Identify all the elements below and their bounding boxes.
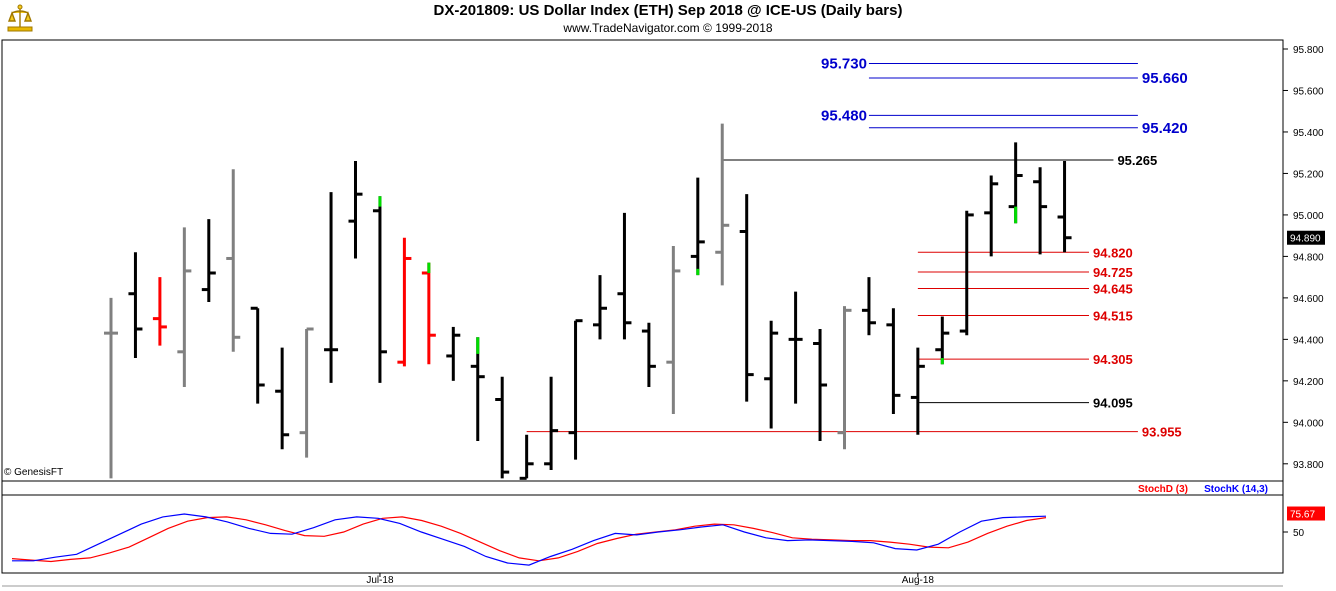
level-label: 94.095	[1093, 396, 1133, 411]
x-tick-label: Aug-18	[902, 575, 935, 586]
y-tick-label: 94.000	[1293, 418, 1324, 429]
y-tick-label: 94.400	[1293, 335, 1324, 346]
x-tick-label: Jul-18	[366, 575, 394, 586]
stoch-last-label: 75.67	[1290, 510, 1315, 521]
chart-subtitle: www.TradeNavigator.com © 1999-2018	[563, 21, 773, 35]
level-label: 95.480	[821, 107, 867, 124]
price-panel-frame	[1, 39, 1284, 482]
genesis-logo-icon	[4, 3, 36, 33]
level-label: 95.265	[1117, 153, 1157, 168]
level-label: 95.420	[1142, 120, 1188, 137]
y-tick-label: 93.800	[1293, 460, 1324, 471]
stochk-line	[12, 513, 1047, 566]
level-label: 94.305	[1093, 352, 1133, 367]
legend-stochk: StochK (14,3)	[1204, 484, 1268, 495]
last-price-label: 94.890	[1290, 234, 1321, 245]
y-tick-label: 95.800	[1293, 45, 1324, 56]
stoch-last-box	[1287, 506, 1325, 521]
y-tick-label: 95.200	[1293, 169, 1324, 180]
stoch-panel-frame	[1, 480, 1284, 574]
level-label: 94.645	[1093, 282, 1133, 297]
level-label: 95.660	[1142, 70, 1188, 87]
chart-title: DX-201809: US Dollar Index (ETH) Sep 201…	[433, 2, 903, 19]
stochd-line	[11, 516, 1047, 563]
level-label: 95.730	[821, 56, 867, 73]
y-tick-label: 94.600	[1293, 294, 1324, 305]
level-label: 94.820	[1093, 245, 1133, 260]
y-tick-label: 95.000	[1293, 211, 1324, 222]
level-label: 94.515	[1093, 309, 1133, 324]
level-label: 93.955	[1142, 425, 1182, 440]
level-label: 94.725	[1093, 265, 1133, 280]
y-tick-label: 94.800	[1293, 252, 1324, 263]
y-tick-label: 95.600	[1293, 86, 1324, 97]
copyright-label: © GenesisFT	[4, 467, 64, 478]
y-tick-label: 95.400	[1293, 128, 1324, 139]
stoch-y-tick-label: 50	[1293, 528, 1305, 539]
y-tick-label: 94.200	[1293, 377, 1324, 388]
legend-stochd: StochD (3)	[1138, 484, 1188, 495]
last-price-box	[1287, 230, 1325, 245]
